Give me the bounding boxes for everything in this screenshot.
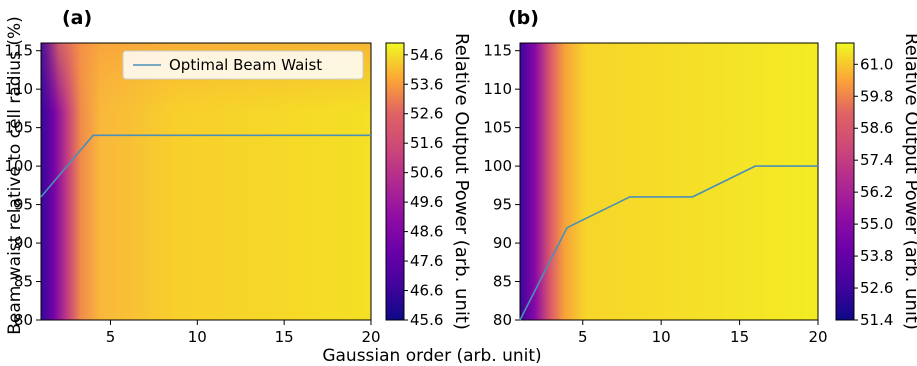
colorbar-tick-label: 45.6 [410, 311, 443, 329]
colorbar-tick-label: 54.6 [410, 46, 443, 64]
colorbar-tick-label: 55.0 [860, 215, 893, 233]
heatmap-shading [41, 43, 71, 320]
colorbar-tick-label: 56.2 [860, 183, 893, 201]
colorbar-tick-label: 50.6 [410, 164, 443, 182]
colorbar-tick-label: 47.6 [410, 252, 443, 270]
y-tick-label: 105 [4, 119, 33, 137]
legend-entry: Optimal Beam Waist [169, 56, 322, 74]
colorbar-tick-label: 61.0 [860, 55, 893, 73]
colorbar-tick-label: 58.6 [860, 119, 893, 137]
y-tick-label: 100 [4, 157, 33, 175]
panel-b: (b) 5 10 15 20 80 85 90 95 100 105 110 115 51.4 52.… [483, 7, 917, 346]
y-axis-ticks: 80 85 90 95 100 105 110 115 [4, 42, 41, 329]
colorbar: 45.6 46.6 47.6 48.6 49.6 50.6 51.6 52.6 53.6 54.6 [385, 42, 443, 329]
colorbar-tick-label: 48.6 [410, 223, 443, 241]
x-tick-label: 20 [808, 328, 827, 346]
legend: Optimal Beam Waist [122, 50, 364, 80]
heatmap-area [519, 42, 819, 321]
colorbar-tick-label: 49.6 [410, 193, 443, 211]
y-tick-label: 90 [493, 234, 512, 252]
y-tick-label: 85 [14, 273, 33, 291]
colorbar-tick-label: 46.6 [410, 282, 443, 300]
colorbar-tick-label: 53.8 [860, 247, 893, 265]
x-axis-label: Gaussian order (arb. unit) [322, 346, 541, 366]
colorbar-tick-label: 53.6 [410, 75, 443, 93]
x-tick-label: 20 [361, 328, 380, 346]
y-tick-label: 95 [14, 196, 33, 214]
y-tick-label: 80 [14, 311, 33, 329]
panel-label: (b) [508, 7, 539, 29]
y-tick-label: 115 [483, 42, 512, 60]
x-tick-label: 10 [188, 328, 207, 346]
y-tick-label: 110 [4, 80, 33, 98]
plot-frame [40, 42, 372, 321]
x-tick-label: 5 [578, 328, 588, 346]
colorbar-tick-label: 52.6 [860, 279, 893, 297]
y-tick-label: 110 [483, 80, 512, 98]
x-tick-label: 15 [275, 328, 294, 346]
y-tick-label: 85 [493, 273, 512, 291]
colorbar-tick-label: 52.6 [410, 105, 443, 123]
y-tick-label: 90 [14, 234, 33, 252]
x-tick-label: 15 [730, 328, 749, 346]
colorbar-gradient [385, 42, 405, 321]
y-tick-label: 105 [483, 119, 512, 137]
optimal-line-path [40, 134, 371, 198]
heatmap-shading [520, 43, 547, 320]
colorbar-tick-label: 59.8 [860, 87, 893, 105]
y-axis-ticks: 80 85 90 95 100 105 110 115 [483, 42, 520, 329]
y-axis-label: Beam waist relative to cell radius (%) [5, 16, 25, 335]
x-axis-ticks: 5 10 15 20 [578, 320, 828, 346]
x-axis-ticks: 5 10 15 20 [106, 320, 381, 346]
x-tick-label: 10 [652, 328, 671, 346]
colorbar-tick-label: 51.6 [410, 134, 443, 152]
panel-label: (a) [62, 7, 92, 29]
colorbar: 51.4 52.6 53.8 55.0 56.2 57.4 58.6 59.8 61.0 [835, 42, 893, 329]
colorbar-tick-label: 51.4 [860, 311, 893, 329]
colorbar-label: Relative Output Power (arb. unit) [451, 33, 472, 330]
heatmap-shading [41, 43, 371, 320]
optimal-beam-waist-line [40, 134, 371, 198]
y-tick-label: 95 [493, 196, 512, 214]
legend-box [122, 50, 364, 80]
optimal-beam-waist-line [519, 165, 818, 321]
y-tick-label: 80 [493, 311, 512, 329]
plot-frame [519, 42, 819, 321]
colorbar-tick-label: 57.4 [860, 151, 893, 169]
x-tick-label: 5 [106, 328, 116, 346]
colorbar-gradient [835, 42, 855, 321]
heatmap-area [40, 42, 372, 321]
y-tick-label: 115 [4, 42, 33, 60]
y-tick-label: 100 [483, 157, 512, 175]
optimal-line-path [519, 165, 818, 321]
panel-a: (a) 5 10 15 20 80 85 90 95 100 105 110 115 Optimal… [4, 7, 472, 346]
colorbar-label: Relative Output Power (arb. unit) [901, 33, 917, 330]
heatmap-shading [520, 43, 818, 320]
